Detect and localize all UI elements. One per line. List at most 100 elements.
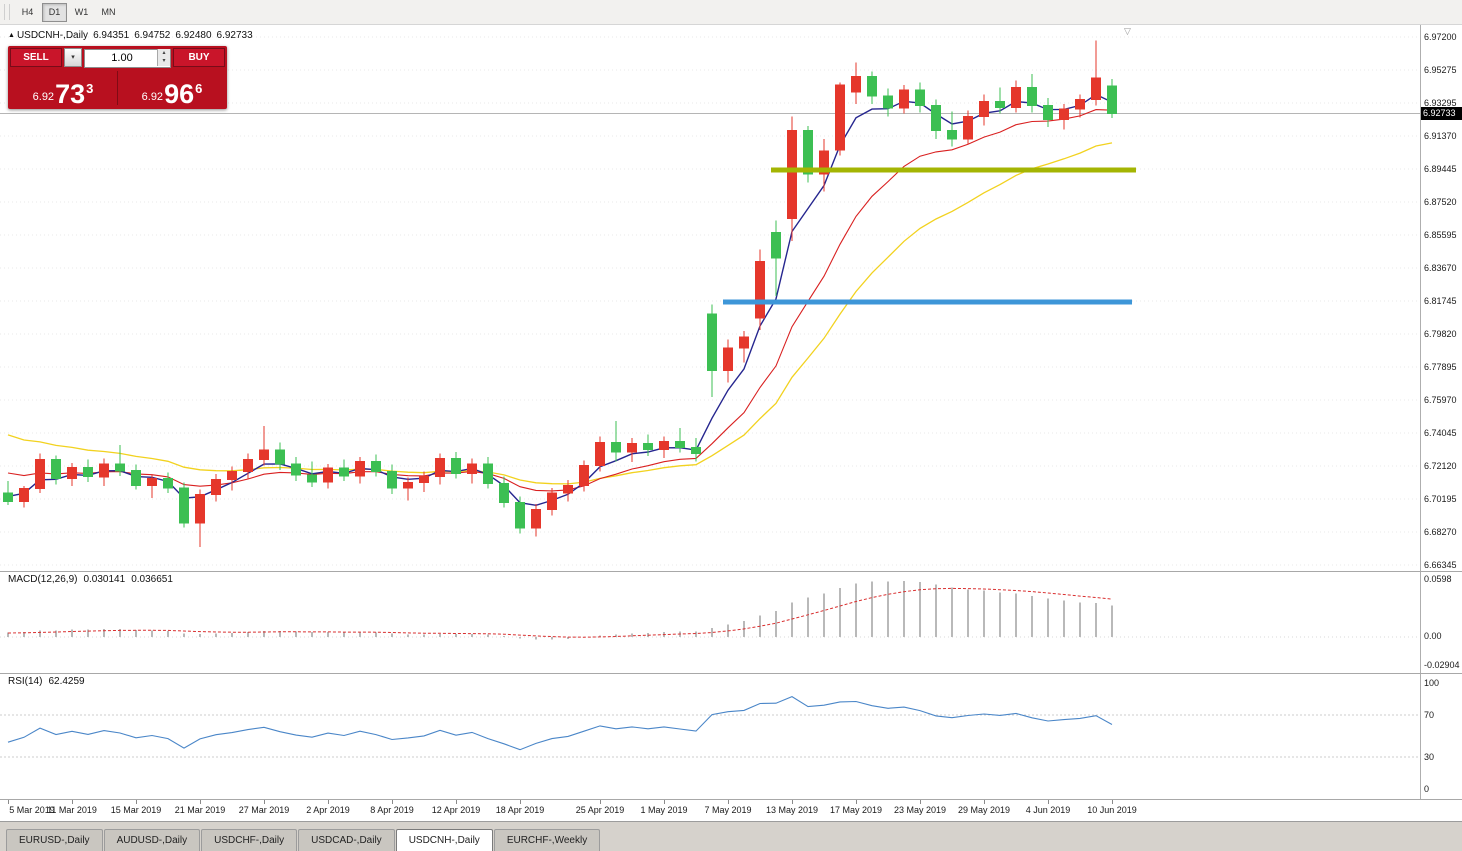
candle-body: [515, 501, 525, 529]
volume-dropdown[interactable]: ▾: [64, 48, 82, 67]
candle-body: [67, 466, 77, 479]
candle-body: [83, 466, 93, 478]
candle-body: [707, 313, 717, 371]
candle-body: [851, 75, 861, 93]
candle-body: [1059, 108, 1069, 120]
time-axis-tick: [72, 800, 73, 804]
candle-body: [787, 129, 797, 220]
timeframe-mn-button[interactable]: MN: [96, 3, 121, 22]
candle-body: [355, 460, 365, 477]
time-axis-tick: [1048, 800, 1049, 804]
candle-body: [659, 441, 669, 450]
tab-usdcad-daily[interactable]: USDCAD-,Daily: [298, 829, 395, 851]
macd-scale-label: 0.00: [1424, 631, 1442, 641]
timeframe-h4-button[interactable]: H4: [15, 3, 40, 22]
candle-body: [995, 100, 1005, 108]
price-scale-label: 6.91370: [1424, 131, 1457, 141]
price-scale-label: 6.85595: [1424, 230, 1457, 240]
symbol-direction-icon: ▲: [8, 32, 15, 39]
price-scale-label: 6.95275: [1424, 65, 1457, 75]
scale-border: [1420, 25, 1421, 799]
tab-eurusd-daily[interactable]: EURUSD-,Daily: [6, 829, 103, 851]
candle-body: [179, 487, 189, 524]
tab-usdchf-daily[interactable]: USDCHF-,Daily: [201, 829, 298, 851]
sell-price[interactable]: 6.92 73 3: [32, 79, 94, 109]
ohlc-low: 6.92480: [175, 30, 212, 41]
macd-label: MACD(12,26,9) 0.030141 0.036651: [8, 574, 173, 585]
time-axis-label: 11 Mar 2019: [47, 805, 97, 815]
buy-button[interactable]: BUY: [173, 48, 225, 67]
time-axis-label: 2 Apr 2019: [306, 805, 350, 815]
time-axis-tick: [136, 800, 137, 804]
candle-body: [227, 471, 237, 480]
candle-body: [243, 459, 253, 473]
candle-body: [19, 488, 29, 503]
price-scale-label: 6.77895: [1424, 362, 1457, 372]
macd-scale-label: -0.02904: [1424, 660, 1460, 670]
timeframe-w1-button[interactable]: W1: [69, 3, 94, 22]
candle-body: [547, 492, 557, 510]
price-chart-canvas[interactable]: [0, 25, 1420, 571]
candle-body: [51, 459, 61, 480]
candle-body: [691, 447, 701, 455]
ma-line: [7, 109, 1113, 492]
time-axis[interactable]: 5 Mar 2019 11 Mar 2019 15 Mar 2019 21 Mar 2…: [0, 800, 1462, 821]
volume-input[interactable]: [84, 48, 171, 68]
candle-body: [739, 336, 749, 349]
volume-spinner[interactable]: ▴ ▾: [157, 49, 170, 66]
rsi-scale-label: 0: [1424, 784, 1430, 794]
candle-body: [99, 463, 109, 478]
time-axis-tick: [200, 800, 201, 804]
spinner-down-icon[interactable]: ▾: [162, 58, 166, 64]
candle-body: [147, 477, 157, 486]
candle-body: [451, 458, 461, 474]
candle-body: [1075, 99, 1085, 110]
sell-button[interactable]: SELL: [10, 48, 62, 67]
candle-body: [611, 441, 621, 453]
price-scale-label: 6.70195: [1424, 494, 1457, 504]
candle-body: [499, 483, 509, 504]
candle-body: [275, 449, 285, 465]
candle-body: [1107, 85, 1117, 114]
candle-body: [307, 474, 317, 483]
candle-body: [291, 463, 301, 476]
candle-body: [867, 75, 877, 97]
timeframe-d1-button[interactable]: D1: [42, 2, 67, 22]
buy-price[interactable]: 6.92 96 6: [141, 79, 203, 109]
candle-body: [883, 95, 893, 109]
time-axis-tick: [264, 800, 265, 804]
time-axis-tick: [664, 800, 665, 804]
time-axis-label: 13 May 2019: [765, 805, 819, 815]
price-scale-label: 6.74045: [1424, 428, 1457, 438]
axis-separator: [0, 799, 1462, 800]
pane-separator-rsi[interactable]: [0, 673, 1462, 674]
pane-separator-macd[interactable]: [0, 571, 1462, 572]
chart-title: USDCNH-,Daily: [16, 30, 89, 41]
tab-usdcnh-daily[interactable]: USDCNH-,Daily: [395, 829, 493, 851]
price-scale-label: 6.79820: [1424, 329, 1457, 339]
chart-shift-marker-icon[interactable]: ▽: [1124, 26, 1131, 36]
macd-scale-label: 0.0598: [1424, 574, 1452, 584]
rsi-scale-label: 30: [1424, 752, 1435, 763]
time-axis-label: 12 Apr 2019: [431, 805, 481, 815]
candle-body: [1027, 87, 1037, 107]
tab-eurchf-weekly[interactable]: EURCHF-,Weekly: [493, 829, 601, 851]
candle-body: [435, 458, 445, 478]
current-price-box: 6.92733: [1421, 106, 1462, 120]
time-axis-label: 21 Mar 2019: [174, 805, 226, 815]
tab-audusd-daily[interactable]: AUDUSD-,Daily: [103, 829, 201, 851]
price-scale-label: 6.97200: [1424, 32, 1457, 42]
candle-body: [323, 467, 333, 483]
time-axis-tick: [920, 800, 921, 804]
time-axis-tick: [856, 800, 857, 804]
macd-canvas[interactable]: [0, 571, 1420, 673]
time-axis-label: 23 May 2019: [893, 805, 947, 815]
toolbar-grip[interactable]: [4, 4, 10, 20]
rsi-canvas[interactable]: [0, 673, 1420, 799]
candle-body: [1011, 87, 1021, 108]
spinner-up-icon[interactable]: ▴: [162, 50, 166, 56]
time-axis-tick: [392, 800, 393, 804]
time-axis-label: 1 May 2019: [640, 805, 688, 815]
price-divider: [117, 71, 118, 105]
